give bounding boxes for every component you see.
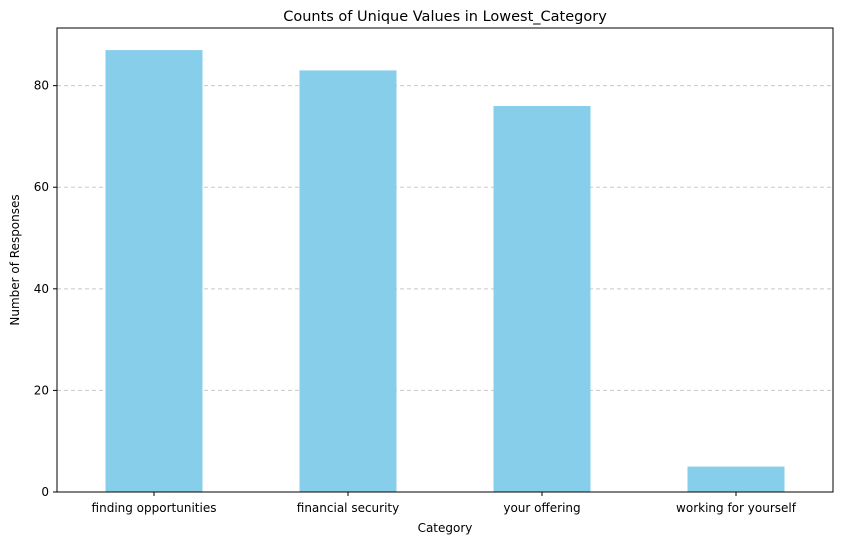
x-tick-label: financial security bbox=[297, 501, 399, 515]
x-tick-label: working for yourself bbox=[676, 501, 797, 515]
bar bbox=[299, 70, 397, 493]
x-axis-label: Category bbox=[418, 521, 473, 535]
bar bbox=[493, 105, 591, 492]
bar bbox=[105, 50, 203, 492]
bar bbox=[687, 466, 785, 492]
y-tick-label: 80 bbox=[34, 79, 49, 93]
bars bbox=[105, 50, 785, 493]
y-tick-label: 0 bbox=[41, 485, 49, 499]
y-axis-label: Number of Responses bbox=[8, 194, 22, 325]
y-tick-label: 20 bbox=[34, 383, 49, 397]
x-tick-label: your offering bbox=[503, 501, 580, 515]
chart-title: Counts of Unique Values in Lowest_Catego… bbox=[283, 9, 607, 25]
y-tick-label: 40 bbox=[34, 282, 49, 296]
x-axis-ticks: finding opportunities financial security y… bbox=[92, 492, 797, 515]
plot-frame bbox=[56, 27, 834, 493]
x-tick-label: finding opportunities bbox=[92, 501, 217, 515]
y-axis-ticks: 0 20 40 60 80 bbox=[34, 79, 57, 499]
y-tick-label: 60 bbox=[34, 180, 49, 194]
